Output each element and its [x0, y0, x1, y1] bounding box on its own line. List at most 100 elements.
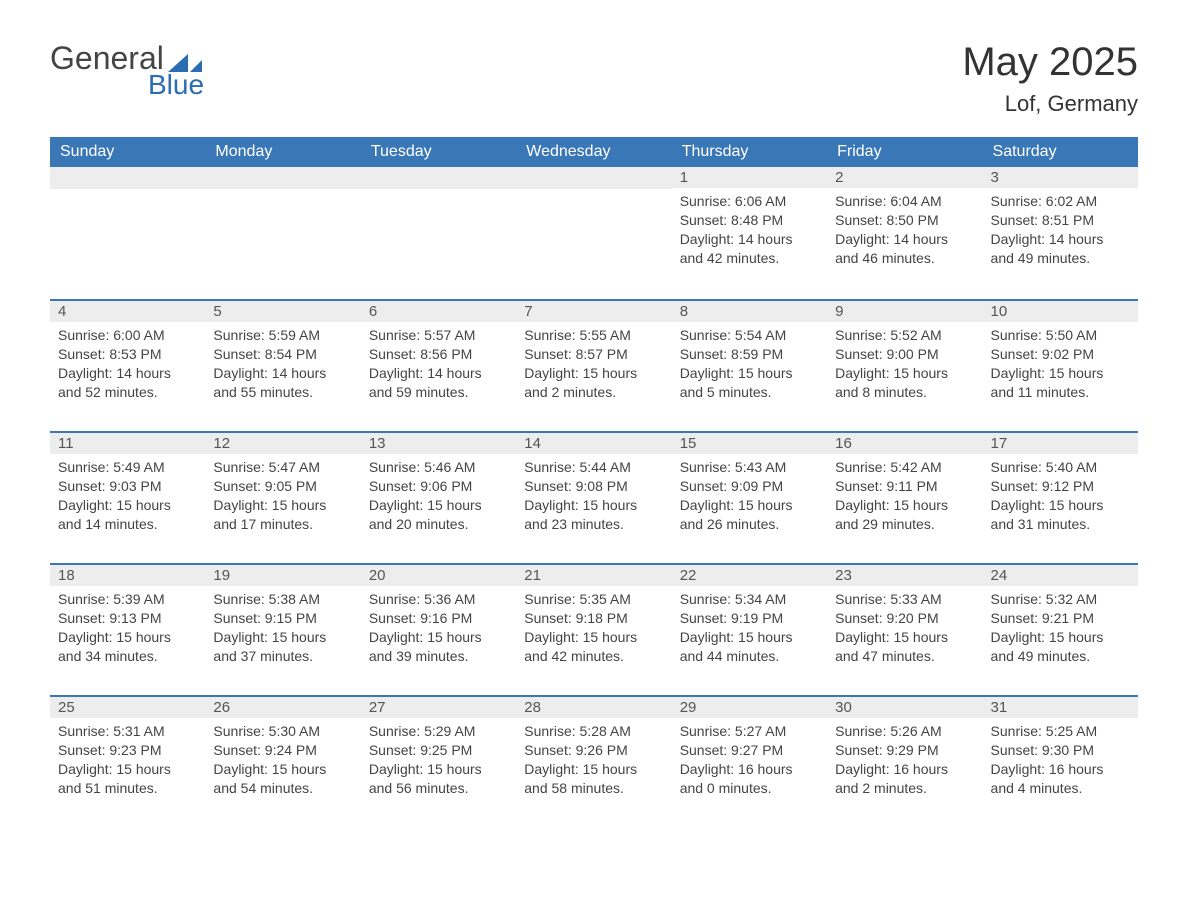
- day-details: Sunrise: 6:02 AMSunset: 8:51 PMDaylight:…: [983, 188, 1138, 276]
- calendar-day-cell: 18Sunrise: 5:39 AMSunset: 9:13 PMDayligh…: [50, 563, 205, 695]
- daylight-line: Daylight: 15 hours and 31 minutes.: [991, 496, 1130, 534]
- calendar-day-cell: 28Sunrise: 5:28 AMSunset: 9:26 PMDayligh…: [516, 695, 671, 827]
- daylight-line: Daylight: 15 hours and 5 minutes.: [680, 364, 819, 402]
- day-details: Sunrise: 5:42 AMSunset: 9:11 PMDaylight:…: [827, 454, 982, 542]
- weekday-header: Thursday: [672, 137, 827, 167]
- weekday-header-row: SundayMondayTuesdayWednesdayThursdayFrid…: [50, 137, 1138, 167]
- daylight-line: Daylight: 14 hours and 55 minutes.: [213, 364, 352, 402]
- sunrise-line: Sunrise: 5:26 AM: [835, 722, 974, 741]
- calendar-day-cell: 15Sunrise: 5:43 AMSunset: 9:09 PMDayligh…: [672, 431, 827, 563]
- sunset-line: Sunset: 9:25 PM: [369, 741, 508, 760]
- sunrise-line: Sunrise: 6:04 AM: [835, 192, 974, 211]
- calendar-day-cell: 29Sunrise: 5:27 AMSunset: 9:27 PMDayligh…: [672, 695, 827, 827]
- day-details: Sunrise: 5:32 AMSunset: 9:21 PMDaylight:…: [983, 586, 1138, 674]
- sunset-line: Sunset: 9:12 PM: [991, 477, 1130, 496]
- day-number: 15: [672, 431, 827, 454]
- day-details: Sunrise: 5:39 AMSunset: 9:13 PMDaylight:…: [50, 586, 205, 674]
- calendar-day-cell: 3Sunrise: 6:02 AMSunset: 8:51 PMDaylight…: [983, 167, 1138, 299]
- day-details: Sunrise: 5:34 AMSunset: 9:19 PMDaylight:…: [672, 586, 827, 674]
- day-number: 30: [827, 695, 982, 718]
- calendar-body: 1Sunrise: 6:06 AMSunset: 8:48 PMDaylight…: [50, 167, 1138, 827]
- daylight-line: Daylight: 15 hours and 39 minutes.: [369, 628, 508, 666]
- sunrise-line: Sunrise: 5:57 AM: [369, 326, 508, 345]
- daylight-line: Daylight: 15 hours and 49 minutes.: [991, 628, 1130, 666]
- day-details: Sunrise: 5:49 AMSunset: 9:03 PMDaylight:…: [50, 454, 205, 542]
- sunrise-line: Sunrise: 5:39 AM: [58, 590, 197, 609]
- day-number: 12: [205, 431, 360, 454]
- daylight-line: Daylight: 15 hours and 34 minutes.: [58, 628, 197, 666]
- calendar-day-cell: 31Sunrise: 5:25 AMSunset: 9:30 PMDayligh…: [983, 695, 1138, 827]
- sunrise-line: Sunrise: 5:42 AM: [835, 458, 974, 477]
- daylight-line: Daylight: 14 hours and 49 minutes.: [991, 230, 1130, 268]
- calendar-empty-cell: [516, 167, 671, 299]
- day-details: Sunrise: 5:40 AMSunset: 9:12 PMDaylight:…: [983, 454, 1138, 542]
- sunset-line: Sunset: 9:11 PM: [835, 477, 974, 496]
- calendar-day-cell: 4Sunrise: 6:00 AMSunset: 8:53 PMDaylight…: [50, 299, 205, 431]
- day-number: 8: [672, 299, 827, 322]
- sunrise-line: Sunrise: 5:31 AM: [58, 722, 197, 741]
- day-details: Sunrise: 5:52 AMSunset: 9:00 PMDaylight:…: [827, 322, 982, 410]
- sunrise-line: Sunrise: 5:52 AM: [835, 326, 974, 345]
- brand-blue-text: Blue: [148, 69, 204, 101]
- day-number: 18: [50, 563, 205, 586]
- day-details: Sunrise: 5:26 AMSunset: 9:29 PMDaylight:…: [827, 718, 982, 806]
- sunrise-line: Sunrise: 5:30 AM: [213, 722, 352, 741]
- weekday-header: Saturday: [983, 137, 1138, 167]
- sunset-line: Sunset: 9:08 PM: [524, 477, 663, 496]
- sunrise-line: Sunrise: 5:34 AM: [680, 590, 819, 609]
- calendar-empty-cell: [361, 167, 516, 299]
- daylight-line: Daylight: 15 hours and 37 minutes.: [213, 628, 352, 666]
- sunrise-line: Sunrise: 5:55 AM: [524, 326, 663, 345]
- day-details: Sunrise: 5:35 AMSunset: 9:18 PMDaylight:…: [516, 586, 671, 674]
- sunrise-line: Sunrise: 5:59 AM: [213, 326, 352, 345]
- calendar-day-cell: 12Sunrise: 5:47 AMSunset: 9:05 PMDayligh…: [205, 431, 360, 563]
- day-number: 21: [516, 563, 671, 586]
- day-details: Sunrise: 6:00 AMSunset: 8:53 PMDaylight:…: [50, 322, 205, 410]
- sunset-line: Sunset: 8:59 PM: [680, 345, 819, 364]
- day-number: 29: [672, 695, 827, 718]
- day-details: Sunrise: 5:25 AMSunset: 9:30 PMDaylight:…: [983, 718, 1138, 806]
- weekday-header: Tuesday: [361, 137, 516, 167]
- calendar-day-cell: 6Sunrise: 5:57 AMSunset: 8:56 PMDaylight…: [361, 299, 516, 431]
- calendar-day-cell: 5Sunrise: 5:59 AMSunset: 8:54 PMDaylight…: [205, 299, 360, 431]
- day-details: Sunrise: 5:59 AMSunset: 8:54 PMDaylight:…: [205, 322, 360, 410]
- title-block: May 2025 Lof, Germany: [962, 40, 1138, 117]
- day-number: 26: [205, 695, 360, 718]
- day-number: 14: [516, 431, 671, 454]
- header: General Blue May 2025 Lof, Germany: [50, 40, 1138, 117]
- calendar-day-cell: 25Sunrise: 5:31 AMSunset: 9:23 PMDayligh…: [50, 695, 205, 827]
- weekday-header: Monday: [205, 137, 360, 167]
- day-details: Sunrise: 5:30 AMSunset: 9:24 PMDaylight:…: [205, 718, 360, 806]
- sunset-line: Sunset: 9:19 PM: [680, 609, 819, 628]
- daylight-line: Daylight: 15 hours and 20 minutes.: [369, 496, 508, 534]
- calendar-day-cell: 13Sunrise: 5:46 AMSunset: 9:06 PMDayligh…: [361, 431, 516, 563]
- sunrise-line: Sunrise: 5:36 AM: [369, 590, 508, 609]
- day-number: 5: [205, 299, 360, 322]
- daylight-line: Daylight: 15 hours and 17 minutes.: [213, 496, 352, 534]
- daylight-line: Daylight: 15 hours and 14 minutes.: [58, 496, 197, 534]
- sunrise-line: Sunrise: 6:06 AM: [680, 192, 819, 211]
- calendar-week-row: 11Sunrise: 5:49 AMSunset: 9:03 PMDayligh…: [50, 431, 1138, 563]
- sunset-line: Sunset: 9:15 PM: [213, 609, 352, 628]
- empty-day-bar: [516, 167, 671, 189]
- calendar-day-cell: 20Sunrise: 5:36 AMSunset: 9:16 PMDayligh…: [361, 563, 516, 695]
- empty-day-bar: [361, 167, 516, 189]
- calendar-day-cell: 11Sunrise: 5:49 AMSunset: 9:03 PMDayligh…: [50, 431, 205, 563]
- calendar-day-cell: 9Sunrise: 5:52 AMSunset: 9:00 PMDaylight…: [827, 299, 982, 431]
- day-number: 6: [361, 299, 516, 322]
- sunset-line: Sunset: 9:05 PM: [213, 477, 352, 496]
- day-number: 23: [827, 563, 982, 586]
- weekday-header: Wednesday: [516, 137, 671, 167]
- empty-day-bar: [50, 167, 205, 189]
- sunset-line: Sunset: 8:54 PM: [213, 345, 352, 364]
- day-number: 31: [983, 695, 1138, 718]
- sunrise-line: Sunrise: 5:25 AM: [991, 722, 1130, 741]
- daylight-line: Daylight: 15 hours and 11 minutes.: [991, 364, 1130, 402]
- day-details: Sunrise: 5:47 AMSunset: 9:05 PMDaylight:…: [205, 454, 360, 542]
- sunset-line: Sunset: 9:03 PM: [58, 477, 197, 496]
- sunset-line: Sunset: 9:24 PM: [213, 741, 352, 760]
- sunrise-line: Sunrise: 5:29 AM: [369, 722, 508, 741]
- day-details: Sunrise: 5:38 AMSunset: 9:15 PMDaylight:…: [205, 586, 360, 674]
- sunrise-line: Sunrise: 5:44 AM: [524, 458, 663, 477]
- calendar-empty-cell: [205, 167, 360, 299]
